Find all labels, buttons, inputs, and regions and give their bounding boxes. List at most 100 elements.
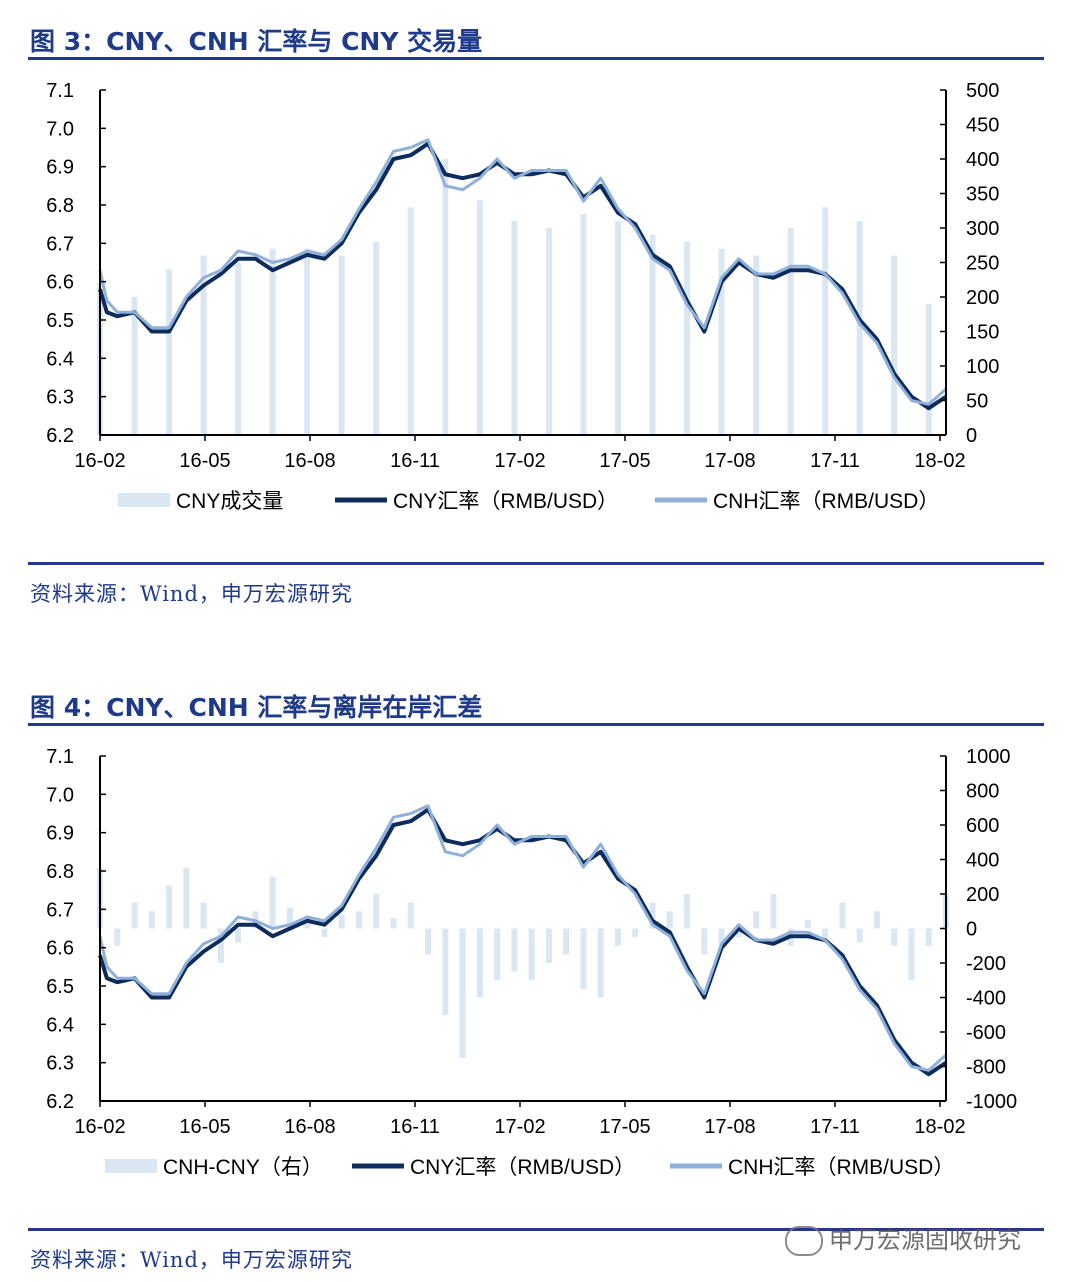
bar	[200, 902, 207, 929]
left-tick-label: 6.9	[46, 157, 74, 179]
bar	[373, 241, 380, 435]
x-tick-label: 17-05	[599, 450, 650, 472]
bar	[390, 918, 397, 929]
figure-4-bottom-rule	[28, 1228, 1044, 1231]
right-tick-label: 450	[966, 115, 999, 137]
bar	[442, 159, 449, 435]
legend-label: CNY汇率（RMB/USD）	[410, 1156, 635, 1179]
bar	[580, 214, 587, 435]
bar	[511, 928, 518, 972]
figure-4-top-rule	[28, 723, 1044, 726]
legend-swatch	[118, 493, 170, 507]
x-tick-label: 16-02	[74, 1116, 125, 1138]
right-tick-label: 1000	[966, 746, 1011, 768]
figure-3-bottom-rule	[28, 562, 1044, 565]
x-tick-label: 16-02	[74, 450, 125, 472]
x-tick-label: 16-05	[179, 450, 230, 472]
bar	[476, 200, 483, 435]
left-tick-label: 6.7	[46, 233, 74, 255]
left-tick-label: 6.6	[46, 272, 74, 294]
figure-3-title: 图 3：CNY、CNH 汇率与 CNY 交易量	[30, 27, 483, 56]
right-tick-label: 300	[966, 218, 999, 240]
bar	[614, 928, 621, 946]
bar	[649, 234, 656, 435]
left-tick-label: 6.4	[46, 348, 74, 370]
bar	[666, 911, 673, 929]
x-tick-label: 16-08	[284, 450, 335, 472]
left-tick-label: 6.9	[46, 823, 74, 845]
right-tick-label: -800	[966, 1057, 1006, 1079]
bar	[856, 221, 863, 435]
right-tick-label: 250	[966, 253, 999, 275]
x-tick-label: 17-02	[494, 1116, 545, 1138]
x-tick-label: 17-08	[704, 1116, 755, 1138]
x-tick-label: 17-11	[810, 450, 860, 472]
right-tick-label: 400	[966, 850, 999, 872]
legend-label: CNH汇率（RMB/USD）	[728, 1156, 954, 1179]
right-tick-label: 350	[966, 184, 999, 206]
bar	[753, 911, 760, 929]
left-tick-label: 6.6	[46, 938, 74, 960]
right-tick-label: 50	[966, 391, 988, 413]
watermark: 申万宏源固收研究	[785, 1220, 1021, 1256]
bar	[200, 255, 207, 435]
bar	[580, 928, 587, 989]
x-tick-label: 17-11	[810, 1116, 860, 1138]
bar	[511, 221, 518, 435]
right-tick-label: 0	[966, 919, 977, 941]
bar	[338, 914, 345, 929]
bar	[183, 868, 190, 929]
bar	[494, 928, 501, 981]
left-tick-label: 6.7	[46, 899, 74, 921]
bar	[269, 248, 276, 435]
bar	[822, 207, 829, 435]
bar	[684, 894, 691, 929]
left-tick-label: 6.8	[46, 861, 74, 883]
bar	[114, 928, 121, 946]
right-tick-label: 600	[966, 815, 999, 837]
bar	[338, 255, 345, 435]
bar	[131, 902, 138, 929]
bar	[442, 928, 449, 1015]
bar	[545, 228, 552, 435]
left-tick-label: 6.3	[46, 1053, 74, 1075]
bar	[545, 928, 552, 963]
left-tick-label: 6.2	[46, 1091, 74, 1113]
right-tick-label: 100	[966, 356, 999, 378]
bar	[131, 297, 138, 435]
bar	[166, 269, 173, 435]
left-tick-label: 7.0	[46, 784, 74, 806]
bar	[684, 241, 691, 435]
bar	[770, 894, 777, 929]
right-tick-label: 800	[966, 781, 999, 803]
wechat-icon	[785, 1226, 823, 1256]
right-tick-label: 500	[966, 80, 999, 102]
right-tick-label: 0	[966, 425, 977, 447]
figure-4-chart: 7.1 7.0 6.9 6.8 6.7 6.6 6.5 6.4 6.3 6.2 1000 800 600…	[46, 746, 1017, 1179]
bar	[528, 928, 535, 981]
left-tick-label: 6.2	[46, 425, 74, 447]
right-tick-label: 200	[966, 884, 999, 906]
cnh-line	[98, 138, 947, 406]
left-tick-label: 7.0	[46, 118, 74, 140]
bar	[701, 928, 708, 955]
left-tick-label: 7.1	[46, 80, 74, 102]
bar	[166, 885, 173, 929]
legend-label: CNH-CNY（右）	[163, 1156, 323, 1179]
left-tick-label: 6.3	[46, 387, 74, 409]
bar	[373, 894, 380, 929]
left-tick-label: 7.1	[46, 746, 74, 768]
bar	[148, 911, 155, 929]
figure-3-source: 资料来源：Wind，申万宏源研究	[30, 582, 353, 606]
bar	[856, 928, 863, 943]
legend-label: CNH汇率（RMB/USD）	[713, 490, 939, 513]
right-tick-label: -400	[966, 988, 1006, 1010]
bar	[217, 928, 224, 963]
figure-4-title: 图 4：CNY、CNH 汇率与离岸在岸汇差	[30, 693, 483, 722]
bar	[908, 928, 915, 981]
bar	[286, 907, 293, 929]
x-tick-label: 16-11	[390, 450, 440, 472]
bar	[235, 262, 242, 435]
right-tick-label: 200	[966, 287, 999, 309]
figure-4-source: 资料来源：Wind，申万宏源研究	[30, 1248, 353, 1272]
